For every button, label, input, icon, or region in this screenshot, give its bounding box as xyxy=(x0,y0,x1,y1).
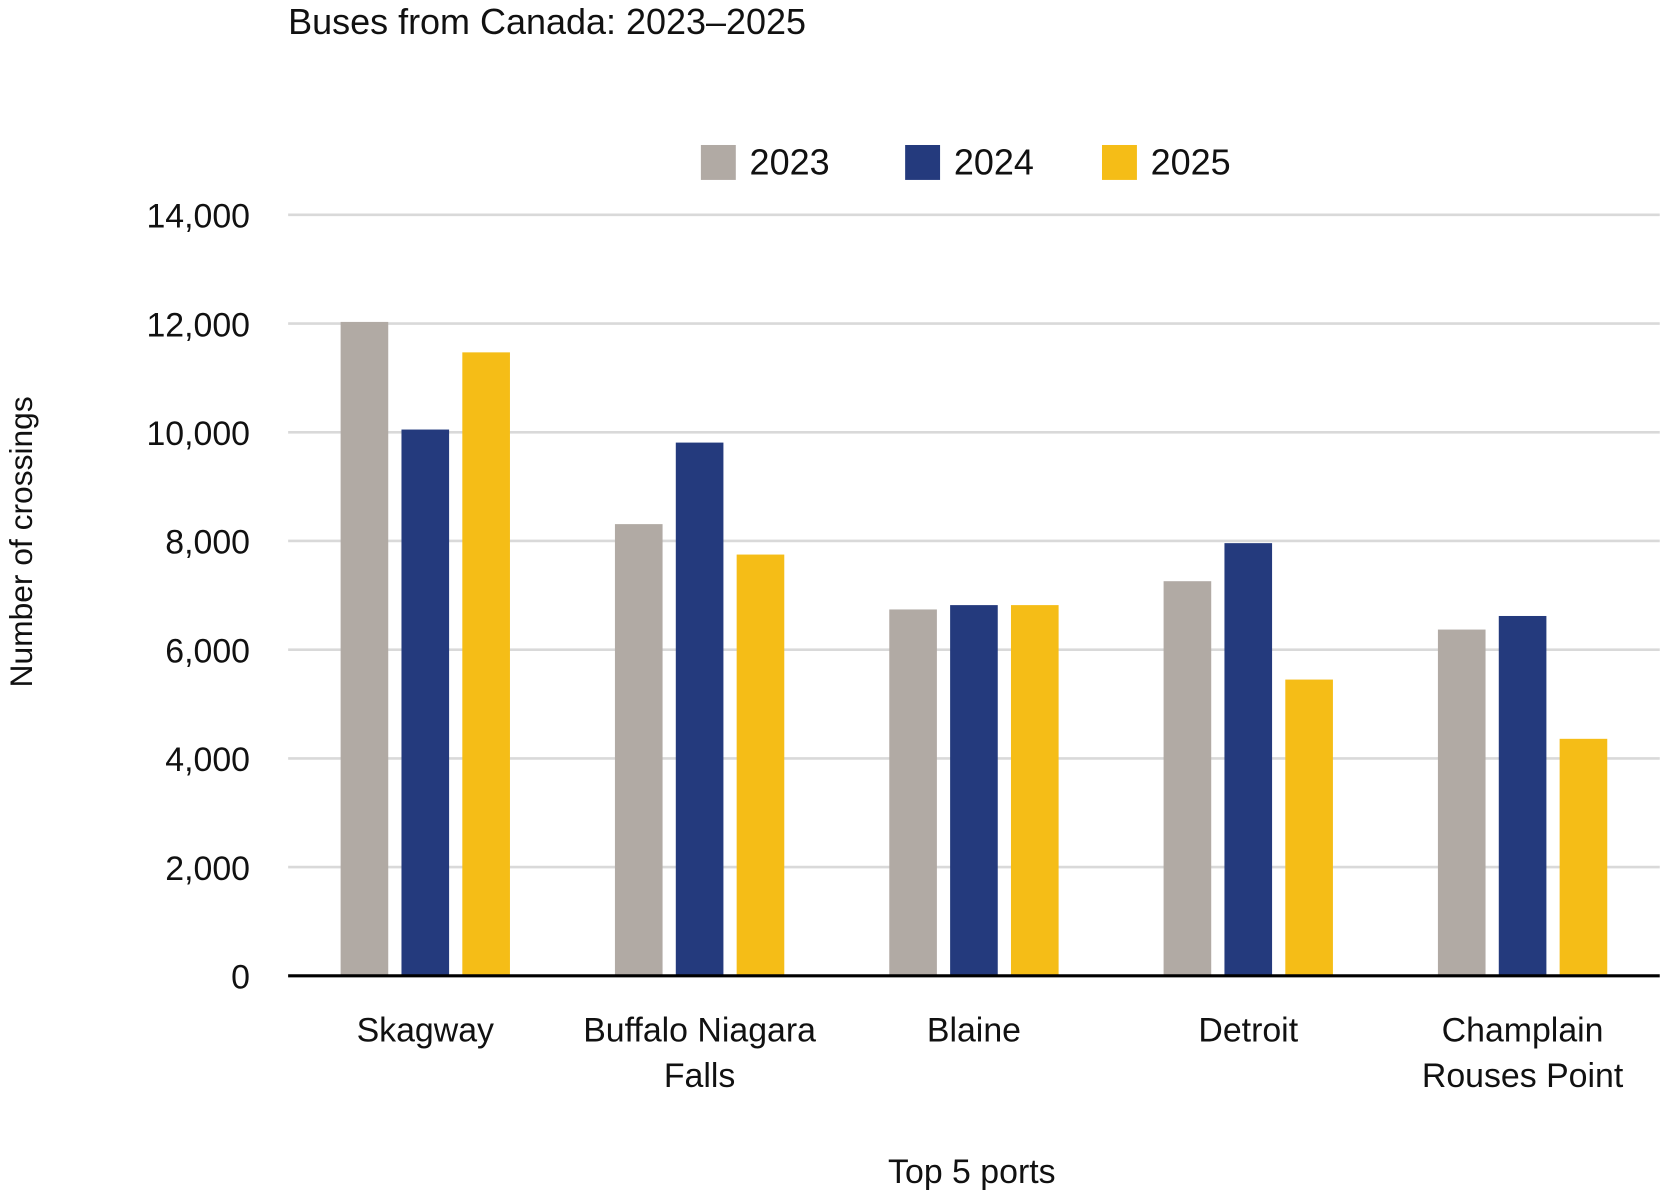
bar-2025-champlain-rouses-point xyxy=(1559,738,1608,976)
legend-swatch-2023 xyxy=(700,144,736,180)
x-tick-label: Blaine xyxy=(927,1011,1021,1049)
legend-swatch-2024 xyxy=(905,144,941,180)
x-axis-label: Top 5 ports xyxy=(888,1153,1056,1191)
bar-2025-buffalo-niagara-falls xyxy=(736,554,785,976)
chart-title: Buses from Canada: 2023–2025 xyxy=(288,1,806,42)
bar-2025-skagway xyxy=(462,352,510,976)
bar-2024-buffalo-niagara-falls xyxy=(675,442,724,976)
x-tick-label: Falls xyxy=(664,1057,736,1095)
bar-2025-blaine xyxy=(1010,605,1059,976)
bar-2024-champlain-rouses-point xyxy=(1498,615,1547,976)
bar-2024-detroit xyxy=(1224,543,1273,976)
bars xyxy=(340,321,1608,976)
y-tick-label: 12,000 xyxy=(146,306,250,344)
bar-2023-detroit xyxy=(1163,581,1212,976)
y-tick-label: 10,000 xyxy=(146,415,250,453)
y-axis-label: Number of crossings xyxy=(3,396,39,687)
bar-2023-buffalo-niagara-falls xyxy=(614,524,663,976)
y-axis-ticks: 0 2,000 4,000 6,000 8,000 10,000 12,000 14,000 xyxy=(146,198,250,997)
bar-2023-skagway xyxy=(340,321,389,976)
x-tick-label: Buffalo Niagara xyxy=(583,1011,816,1049)
bar-2024-skagway xyxy=(401,429,450,976)
x-tick-label: Detroit xyxy=(1198,1011,1298,1049)
legend-label-2023: 2023 xyxy=(750,142,830,183)
bar-2023-champlain-rouses-point xyxy=(1437,629,1486,976)
legend-swatch-2025 xyxy=(1101,144,1137,180)
y-tick-label: 4,000 xyxy=(165,741,250,779)
x-axis-ticks: Skagway Buffalo Niagara Falls Blaine Detroit… xyxy=(357,1011,1624,1095)
x-tick-label: Skagway xyxy=(357,1011,494,1049)
y-tick-label: 14,000 xyxy=(146,198,250,236)
legend-label-2024: 2024 xyxy=(954,142,1034,183)
y-tick-label: 6,000 xyxy=(165,632,250,670)
bar-2025-detroit xyxy=(1285,679,1333,976)
y-tick-label: 8,000 xyxy=(165,524,250,562)
legend-label-2025: 2025 xyxy=(1151,142,1231,183)
bar-2023-blaine xyxy=(889,609,937,976)
y-tick-label: 2,000 xyxy=(165,850,250,888)
x-tick-label: Champlain xyxy=(1442,1011,1604,1049)
x-tick-label: Rouses Point xyxy=(1422,1057,1624,1095)
y-tick-label: 0 xyxy=(231,959,250,997)
bar-2024-blaine xyxy=(950,605,998,976)
legend: 2023 2024 2025 xyxy=(700,142,1231,183)
